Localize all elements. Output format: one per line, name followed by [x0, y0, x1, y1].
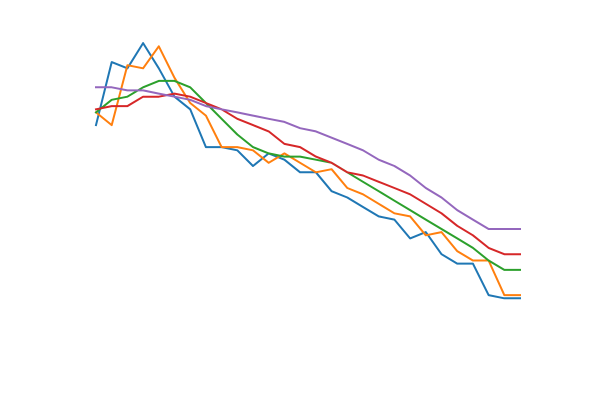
- series-line-1: [94, 42, 521, 300]
- series-line-2: [94, 45, 521, 297]
- plot-area: [94, 42, 521, 300]
- series-line-3: [94, 79, 521, 271]
- series-line-5: [95, 86, 521, 230]
- series-line-4: [94, 92, 521, 256]
